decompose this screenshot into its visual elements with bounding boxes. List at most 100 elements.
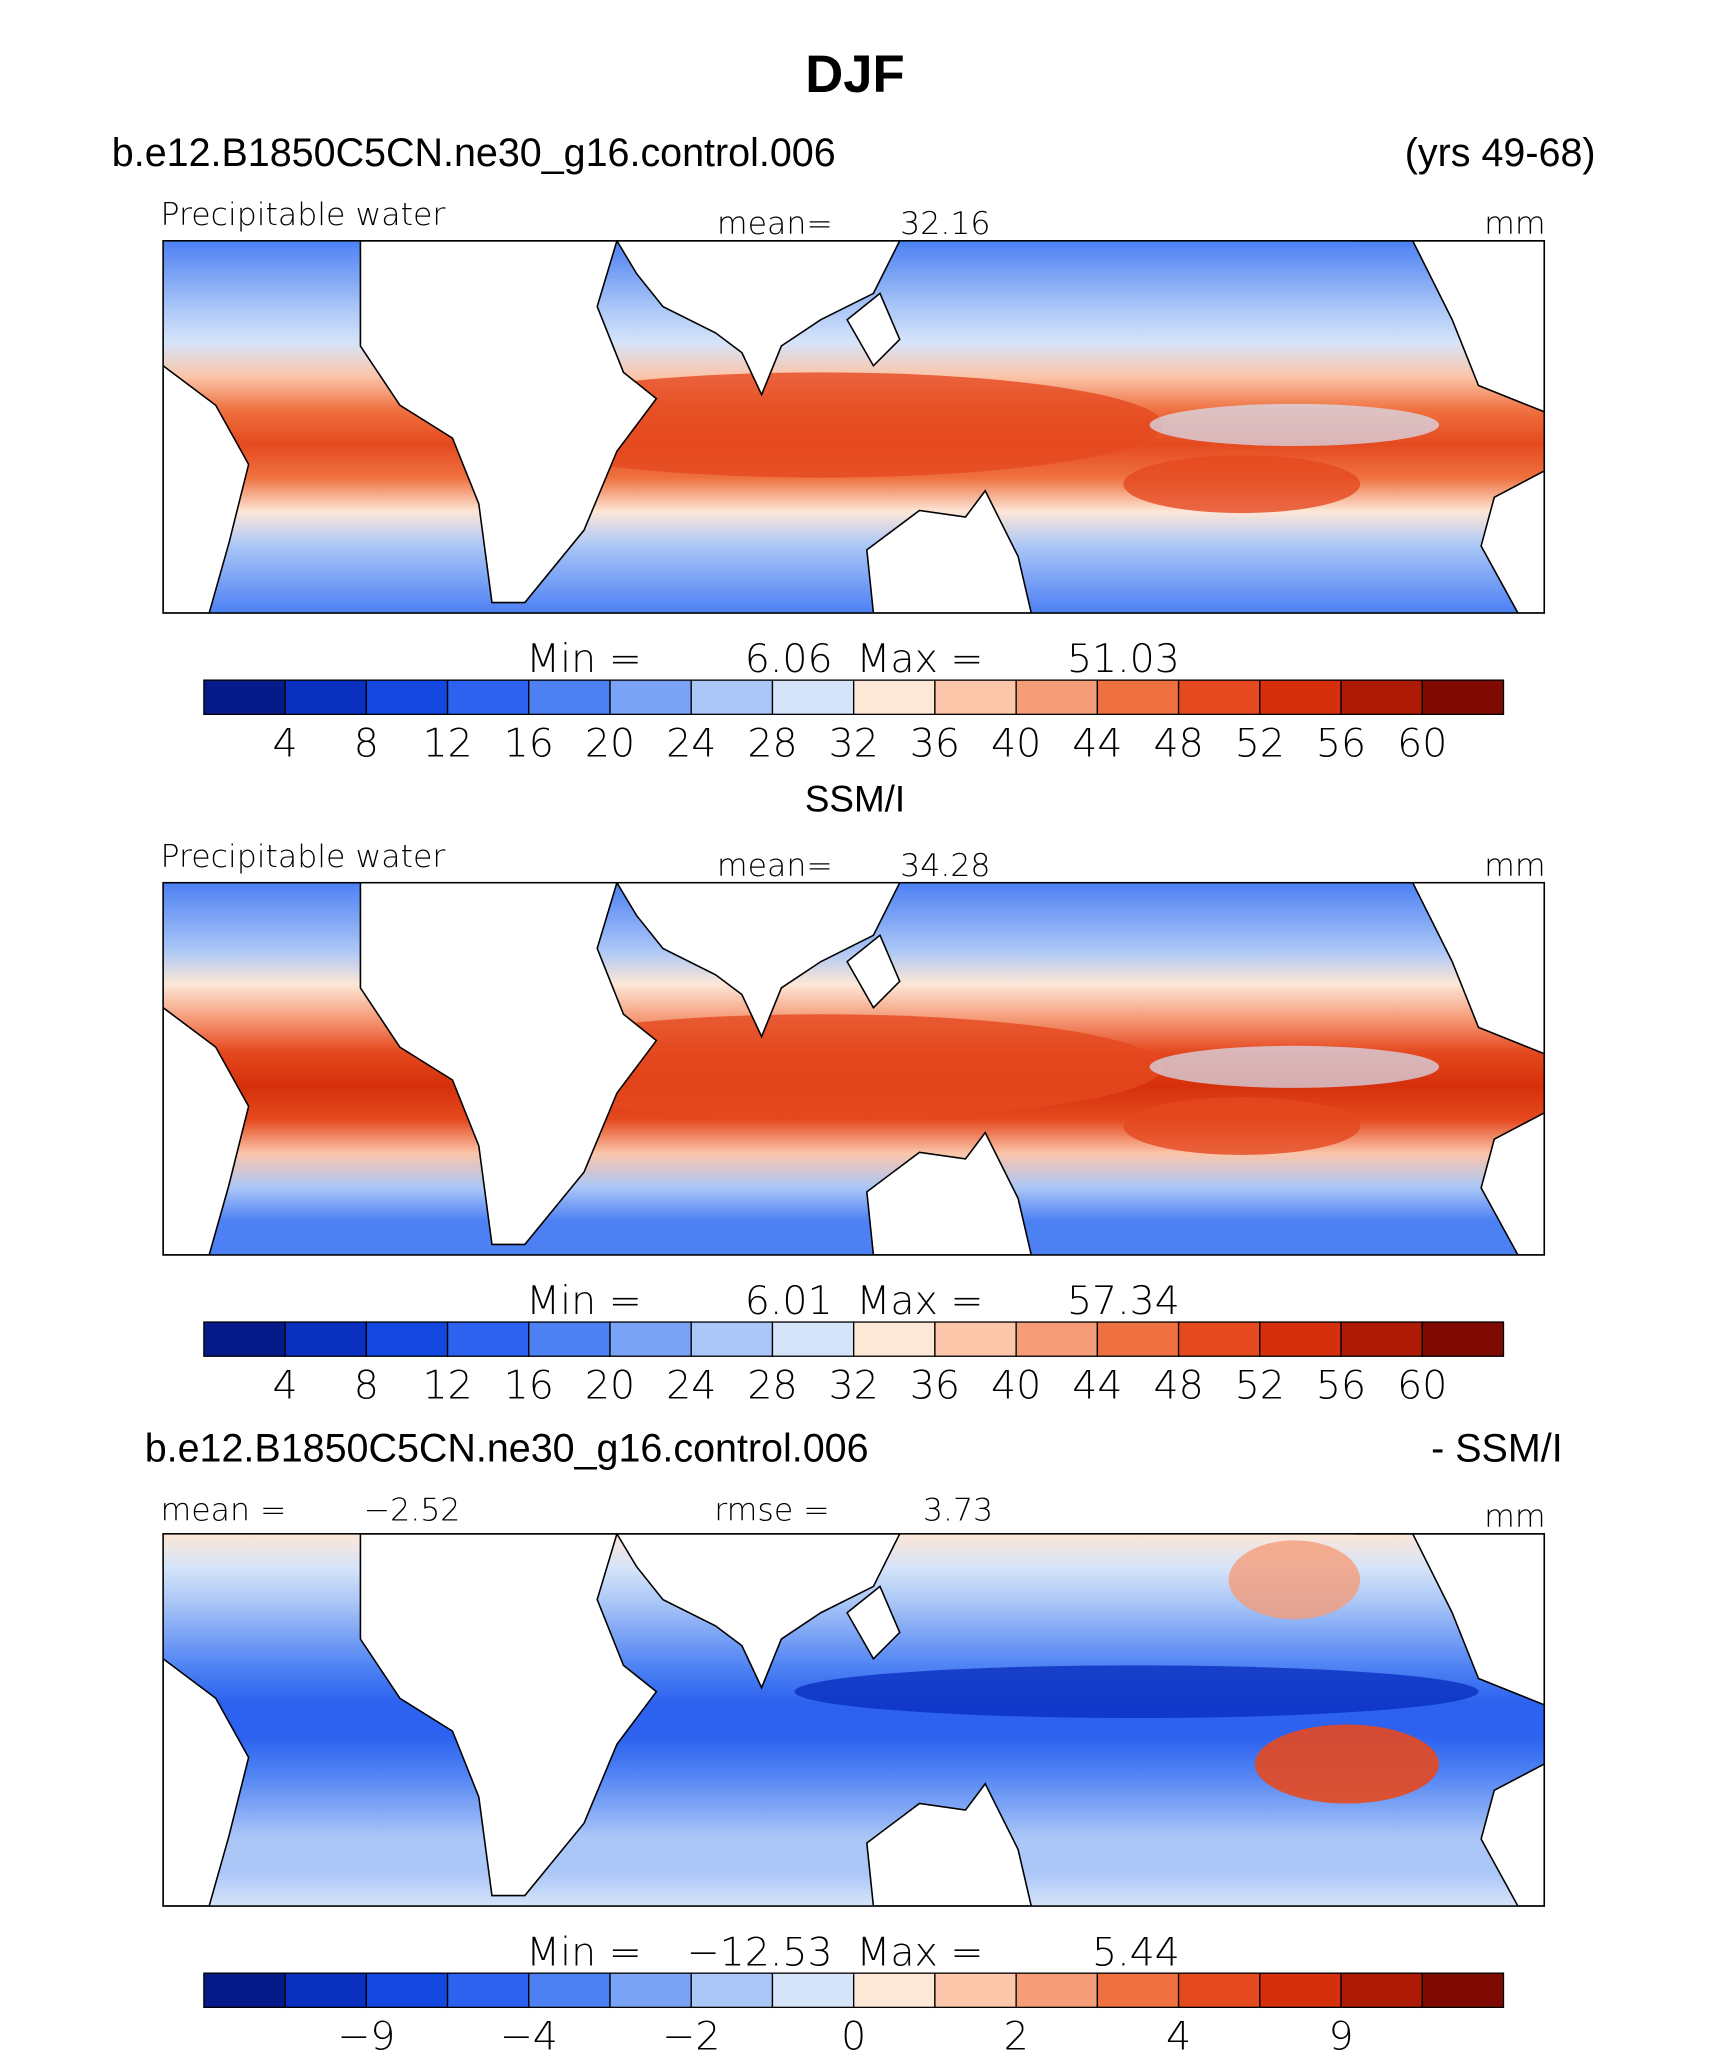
colorbar-label: 20 [585, 720, 635, 766]
title: DJF [805, 45, 904, 104]
colorbar-box [203, 1972, 286, 2009]
colorbar-label: 32 [829, 1362, 879, 1408]
colorbar-box [853, 1321, 936, 1357]
colorbar-label: 9 [1328, 2013, 1353, 2059]
colorbar-label: 4 [1166, 2013, 1191, 2059]
colorbar-box [365, 679, 449, 715]
colorbar-box [203, 679, 286, 715]
colorbar-box [1340, 1972, 1423, 2009]
colorbar-label: 48 [1153, 720, 1203, 766]
colorbar-label: −2 [662, 2013, 720, 2059]
colorbar-label: 16 [504, 1362, 554, 1408]
colorbar-box [1259, 1972, 1342, 2009]
min-label: Min = [526, 636, 642, 682]
colorbar-box [690, 679, 774, 715]
colorbar-label: 44 [1072, 720, 1122, 766]
stat-value: −2.52 [364, 1493, 461, 1529]
land [1353, 882, 1545, 1055]
land [163, 364, 250, 614]
colorbar-box [1096, 1321, 1180, 1357]
subtitle: SSM/I [805, 779, 905, 820]
stat-label: mean= [717, 848, 833, 884]
map-frame [162, 881, 1546, 1256]
max-value: 5.44 [1092, 1929, 1180, 1975]
field-blob [1149, 1045, 1440, 1088]
land [615, 1533, 901, 1690]
max-label: Max = [856, 1278, 983, 1324]
land [866, 1782, 1033, 1907]
colorbar-label: 44 [1072, 1362, 1122, 1408]
colorbar-box [446, 1972, 530, 2009]
colorbar-box [853, 1972, 936, 2009]
colorbar-box [609, 679, 692, 715]
stat-value: 34.28 [900, 848, 990, 884]
colorbar-box [1421, 1972, 1505, 2009]
colorbar-box [934, 679, 1017, 715]
land [1480, 1763, 1545, 1907]
colorbar-box [1340, 679, 1423, 715]
max-value: 51.03 [1067, 636, 1180, 682]
variable-label: Precipitable water [160, 197, 445, 233]
colorbar-box [1340, 1321, 1423, 1357]
case-name: b.e12.B1850C5CN.ne30_g16.control.006 [112, 131, 836, 175]
colorbar-label: 12 [422, 1362, 472, 1408]
colorbar-box [528, 1972, 611, 2009]
colorbar-box [1259, 1321, 1342, 1357]
land [359, 882, 658, 1246]
colorbar-box [284, 679, 367, 715]
colorbar-box [365, 1321, 449, 1357]
colorbar-box [690, 1972, 774, 2009]
land [1353, 240, 1545, 413]
colorbar-label: 40 [991, 1362, 1041, 1408]
field-blob [1254, 1724, 1440, 1804]
land [846, 292, 901, 368]
colorbar-box [1259, 679, 1342, 715]
colorbar-box [771, 1321, 855, 1357]
colorbar-box [446, 1321, 530, 1357]
colorbar-box [934, 1972, 1017, 2009]
max-value: 57.34 [1067, 1278, 1180, 1324]
colorbar-label: 28 [747, 720, 797, 766]
colorbar-label: 56 [1316, 720, 1366, 766]
colorbar-box [284, 1972, 367, 2009]
colorbar-label: 52 [1235, 720, 1285, 766]
land [1353, 1533, 1545, 1706]
units: mm [1484, 848, 1545, 884]
colorbar-label: 0 [841, 2013, 866, 2059]
land [1480, 470, 1545, 614]
min-label: Min = [526, 1278, 642, 1324]
field-blob [1149, 403, 1440, 446]
variable-label: Precipitable water [160, 839, 445, 875]
colorbar-box [528, 1321, 611, 1357]
colorbar-label: 4 [273, 720, 298, 766]
colorbar-box [771, 679, 855, 715]
colorbar-label: 36 [910, 1362, 960, 1408]
stat2-value: 3.73 [923, 1493, 993, 1529]
stat-label: mean= [717, 206, 833, 242]
colorbar-label: 40 [991, 720, 1041, 766]
land [359, 1533, 658, 1897]
colorbar-box [690, 1321, 774, 1357]
map [163, 1533, 1545, 1907]
land [163, 1006, 250, 1255]
map-frame [162, 1533, 1546, 1907]
colorbar-label: 56 [1316, 1362, 1366, 1408]
colorbar-label: 60 [1397, 720, 1447, 766]
colorbar-box [1096, 679, 1180, 715]
colorbar-box [1421, 679, 1505, 715]
field-blob [1123, 455, 1361, 514]
land [1480, 1112, 1545, 1255]
colorbar-label: 20 [585, 1362, 635, 1408]
field-blob [1123, 1097, 1361, 1155]
land [615, 240, 901, 397]
colorbar-label: 24 [666, 720, 716, 766]
colorbar-label: 48 [1153, 1362, 1203, 1408]
colorbar-label: 12 [422, 720, 472, 766]
stat2-label: rmse = [714, 1493, 829, 1529]
colorbar-label: 8 [354, 720, 379, 766]
stat-label: mean = [160, 1493, 286, 1529]
map [163, 240, 1545, 614]
land [846, 1585, 901, 1661]
